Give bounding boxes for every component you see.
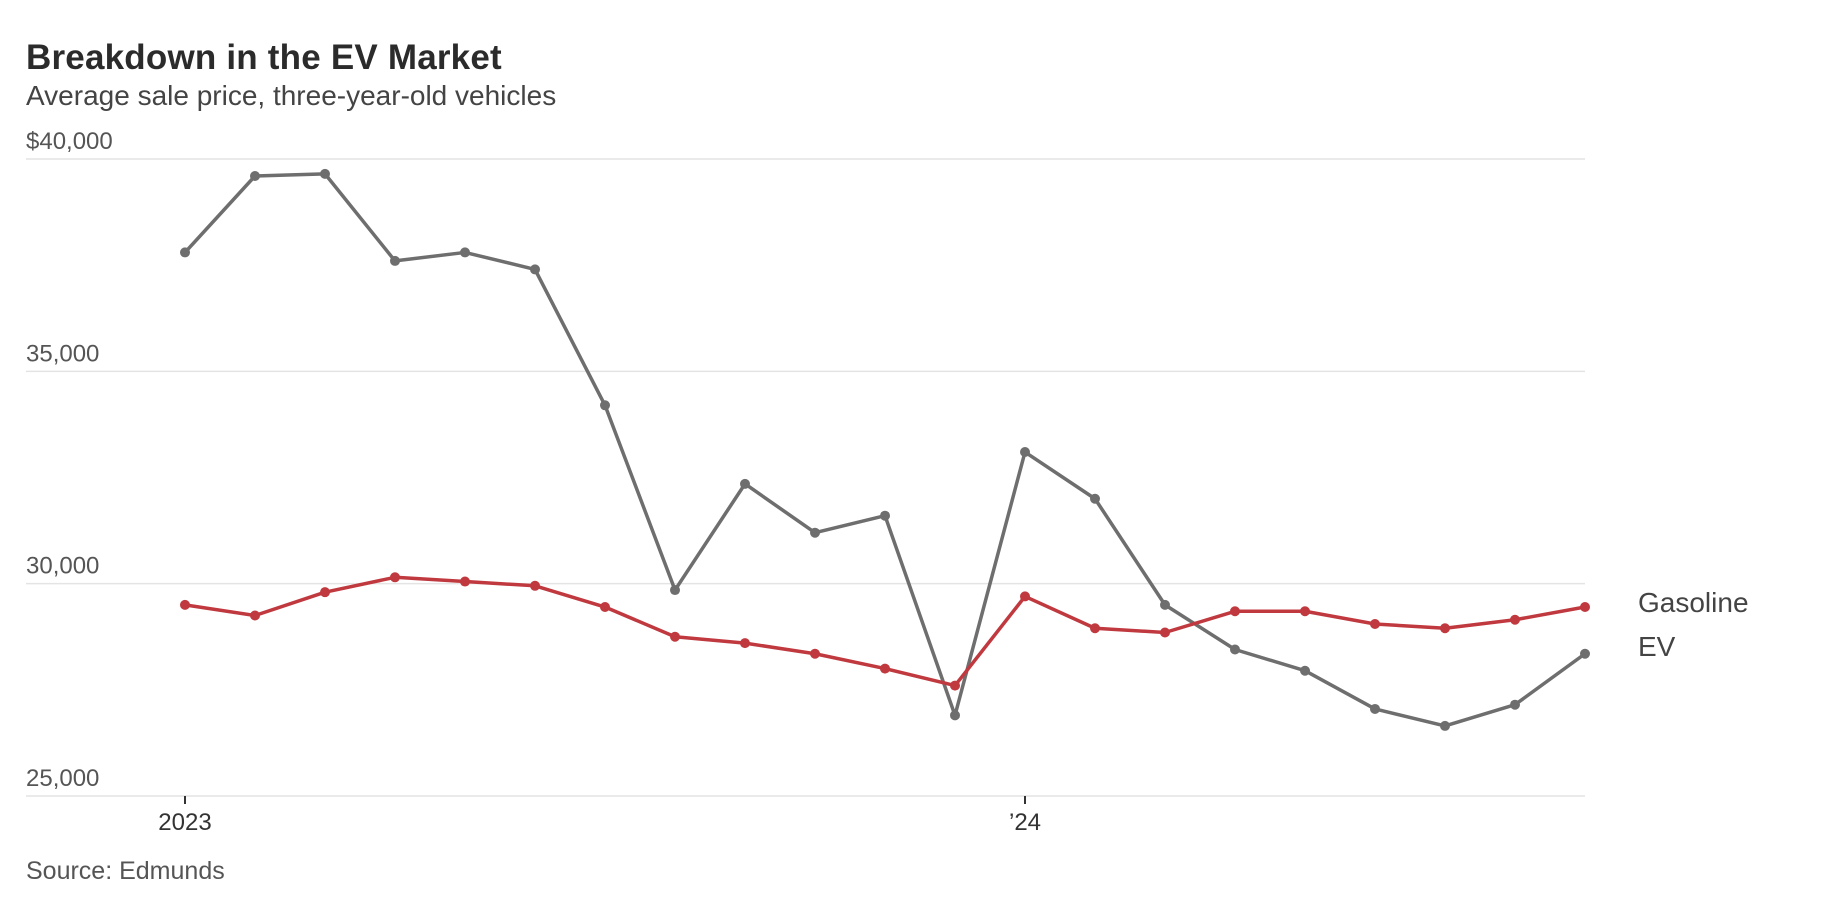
data-point-gasoline bbox=[460, 576, 470, 587]
data-point-gasoline bbox=[320, 587, 330, 598]
y-tick-label: $40,000 bbox=[26, 128, 113, 155]
data-point-ev bbox=[670, 585, 680, 596]
x-tick-label: 2023 bbox=[158, 809, 211, 836]
data-point-ev bbox=[1230, 644, 1240, 655]
y-tick-label: 25,000 bbox=[26, 765, 99, 792]
data-point-gasoline bbox=[1300, 606, 1310, 617]
data-point-ev bbox=[1300, 665, 1310, 676]
data-point-gasoline bbox=[1020, 591, 1030, 602]
data-point-ev bbox=[1370, 703, 1380, 714]
data-point-gasoline bbox=[390, 572, 400, 583]
data-point-ev bbox=[530, 264, 540, 275]
data-point-gasoline bbox=[880, 663, 890, 674]
data-point-gasoline bbox=[950, 680, 960, 691]
data-point-ev bbox=[1440, 720, 1450, 731]
data-point-ev bbox=[250, 170, 260, 181]
data-point-ev bbox=[1090, 493, 1100, 504]
data-point-ev bbox=[810, 527, 820, 538]
data-point-gasoline bbox=[1510, 614, 1520, 625]
series-labels: Gasoline EV bbox=[1638, 587, 1749, 662]
data-point-gasoline bbox=[1580, 602, 1590, 613]
x-tick-label: ’24 bbox=[1009, 809, 1041, 836]
data-point-ev bbox=[1160, 599, 1170, 610]
data-point-gasoline bbox=[180, 599, 190, 610]
data-point-ev bbox=[950, 710, 960, 721]
data-point-gasoline bbox=[530, 580, 540, 591]
y-tick-label: 35,000 bbox=[26, 340, 99, 367]
data-point-gasoline bbox=[670, 631, 680, 642]
data-point-gasoline bbox=[810, 648, 820, 659]
data-point-ev bbox=[180, 247, 190, 258]
data-point-ev bbox=[1580, 648, 1590, 659]
data-point-gasoline bbox=[1090, 623, 1100, 634]
gridlines bbox=[26, 158, 1585, 797]
data-point-gasoline bbox=[1160, 627, 1170, 638]
series-lines bbox=[180, 168, 1590, 731]
series-label-gasoline: Gasoline bbox=[1638, 587, 1749, 618]
chart-title: Breakdown in the EV Market bbox=[26, 38, 502, 77]
data-point-ev bbox=[1020, 447, 1030, 458]
source-note: Source: Edmunds bbox=[26, 857, 225, 885]
y-tick-label: 30,000 bbox=[26, 553, 99, 580]
chart-subtitle: Average sale price, three-year-old vehic… bbox=[26, 80, 557, 111]
data-point-ev bbox=[460, 247, 470, 258]
data-point-gasoline bbox=[1440, 623, 1450, 634]
data-point-gasoline bbox=[250, 610, 260, 621]
data-point-ev bbox=[880, 510, 890, 521]
y-axis-ticks: 25,000 30,000 35,000 $40,000 bbox=[26, 128, 113, 792]
data-point-ev bbox=[320, 168, 330, 179]
data-point-ev bbox=[390, 255, 400, 266]
data-point-ev bbox=[740, 478, 750, 489]
data-point-ev bbox=[1510, 699, 1520, 710]
data-point-gasoline bbox=[1370, 619, 1380, 630]
x-axis-ticks: 2023 ’24 bbox=[158, 796, 1041, 836]
data-point-ev bbox=[600, 400, 610, 411]
data-point-gasoline bbox=[740, 638, 750, 649]
series-label-ev: EV bbox=[1638, 631, 1676, 662]
data-point-gasoline bbox=[1230, 606, 1240, 617]
data-point-gasoline bbox=[600, 602, 610, 613]
